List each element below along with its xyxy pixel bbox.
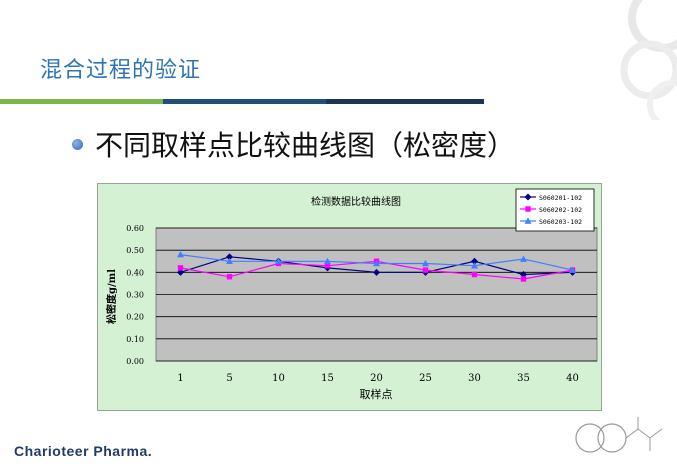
bullet-item: 不同取样点比较曲线图（松密度） — [72, 124, 515, 164]
data-point — [471, 257, 478, 265]
x-tick-label: 5 — [226, 373, 232, 384]
y-tick-label: 0.30 — [126, 291, 144, 300]
data-point — [520, 276, 527, 282]
brand-logo-text: Charioteer Pharma. — [14, 443, 153, 459]
line-chart: 0.000.100.200.300.400.500.601 5 10 15 20 25 30… — [105, 188, 598, 401]
title-underline-navy — [326, 99, 484, 104]
data-point — [520, 255, 527, 262]
x-tick-label: 25 — [419, 373, 432, 384]
y-tick-label: 0.20 — [126, 313, 144, 322]
title-underline-green — [0, 99, 163, 104]
bullet-text: 不同取样点比较曲线图（松密度） — [95, 129, 516, 162]
legend-label: S060202-102 — [539, 206, 582, 214]
x-tick-label: 15 — [321, 373, 334, 384]
data-point — [226, 274, 233, 280]
x-tick-label: 40 — [566, 373, 579, 384]
data-point — [226, 253, 233, 261]
y-tick-label: 0.40 — [126, 268, 144, 277]
molecule-decoration — [575, 417, 663, 453]
data-point — [226, 257, 233, 265]
legend-label: S060203-102 — [539, 218, 582, 226]
data-point — [373, 259, 380, 267]
data-point — [177, 251, 184, 258]
x-tick-label: 30 — [468, 373, 481, 384]
x-tick-label: 10 — [272, 373, 285, 384]
x-tick-label: 20 — [370, 373, 383, 384]
y-tick-label: 0.10 — [126, 335, 144, 344]
data-point — [177, 265, 184, 271]
legend-marker — [525, 206, 531, 212]
data-point — [569, 266, 576, 273]
data-point — [275, 257, 282, 265]
legend-label: S060201-102 — [539, 194, 582, 202]
data-point — [373, 268, 380, 276]
chart-title: 检测数据比较曲线图 — [311, 195, 401, 208]
x-axis-label: 取样点 — [360, 387, 393, 401]
data-point — [471, 262, 478, 269]
chart-container: 0.00 0.10 0.20 0.30 0.40 0.50 0.60 1 5 10 15 20 25 30… — [97, 183, 602, 411]
data-point — [422, 267, 429, 273]
legend-marker — [524, 193, 532, 201]
data-point — [471, 271, 478, 278]
legend-marker — [524, 217, 532, 224]
y-tick-label: 0.00 — [126, 357, 144, 366]
y-tick-label: 0.50 — [126, 246, 144, 255]
x-tick-label: 35 — [517, 373, 530, 384]
data-point — [324, 262, 331, 269]
data-point — [422, 259, 429, 267]
data-point — [324, 257, 331, 265]
ring-decoration — [620, 0, 677, 120]
slide-title: 混合过程的验证 — [40, 58, 202, 83]
y-axis-label: 松密度g/ml — [105, 269, 118, 324]
title-underline-blue — [163, 99, 326, 104]
bullet-dot-icon — [72, 138, 83, 150]
y-tick-label: 0.60 — [126, 224, 144, 233]
x-tick-label: 1 — [177, 373, 183, 384]
